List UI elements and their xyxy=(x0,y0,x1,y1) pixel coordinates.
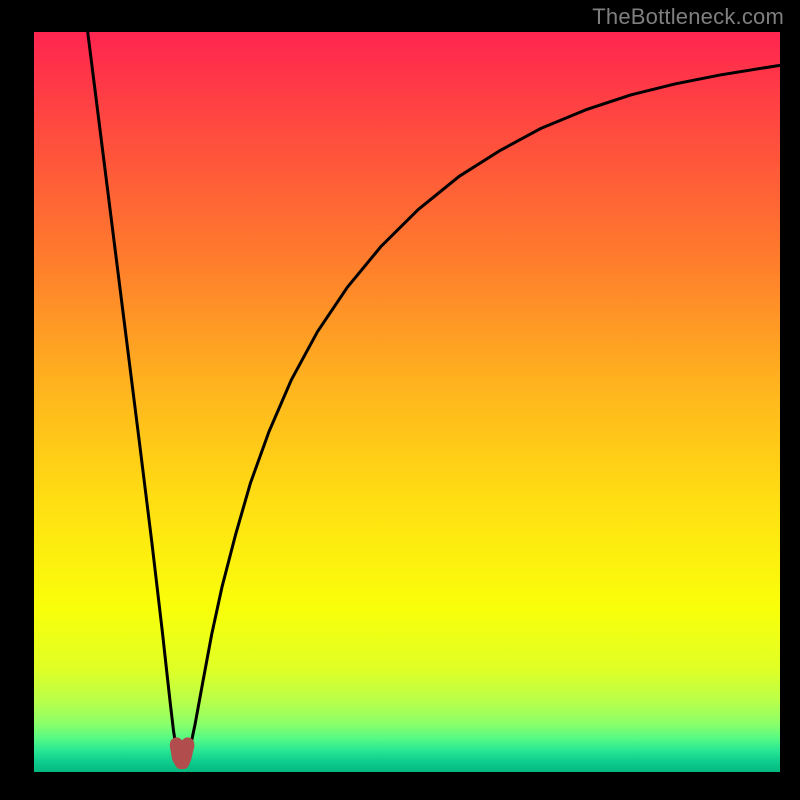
marker-dot-0 xyxy=(170,737,183,750)
chart-svg xyxy=(34,32,780,772)
bottleneck-chart xyxy=(34,32,780,772)
gradient-background xyxy=(34,32,780,772)
marker-dot-1 xyxy=(181,737,194,750)
watermark-text: TheBottleneck.com xyxy=(592,4,784,30)
